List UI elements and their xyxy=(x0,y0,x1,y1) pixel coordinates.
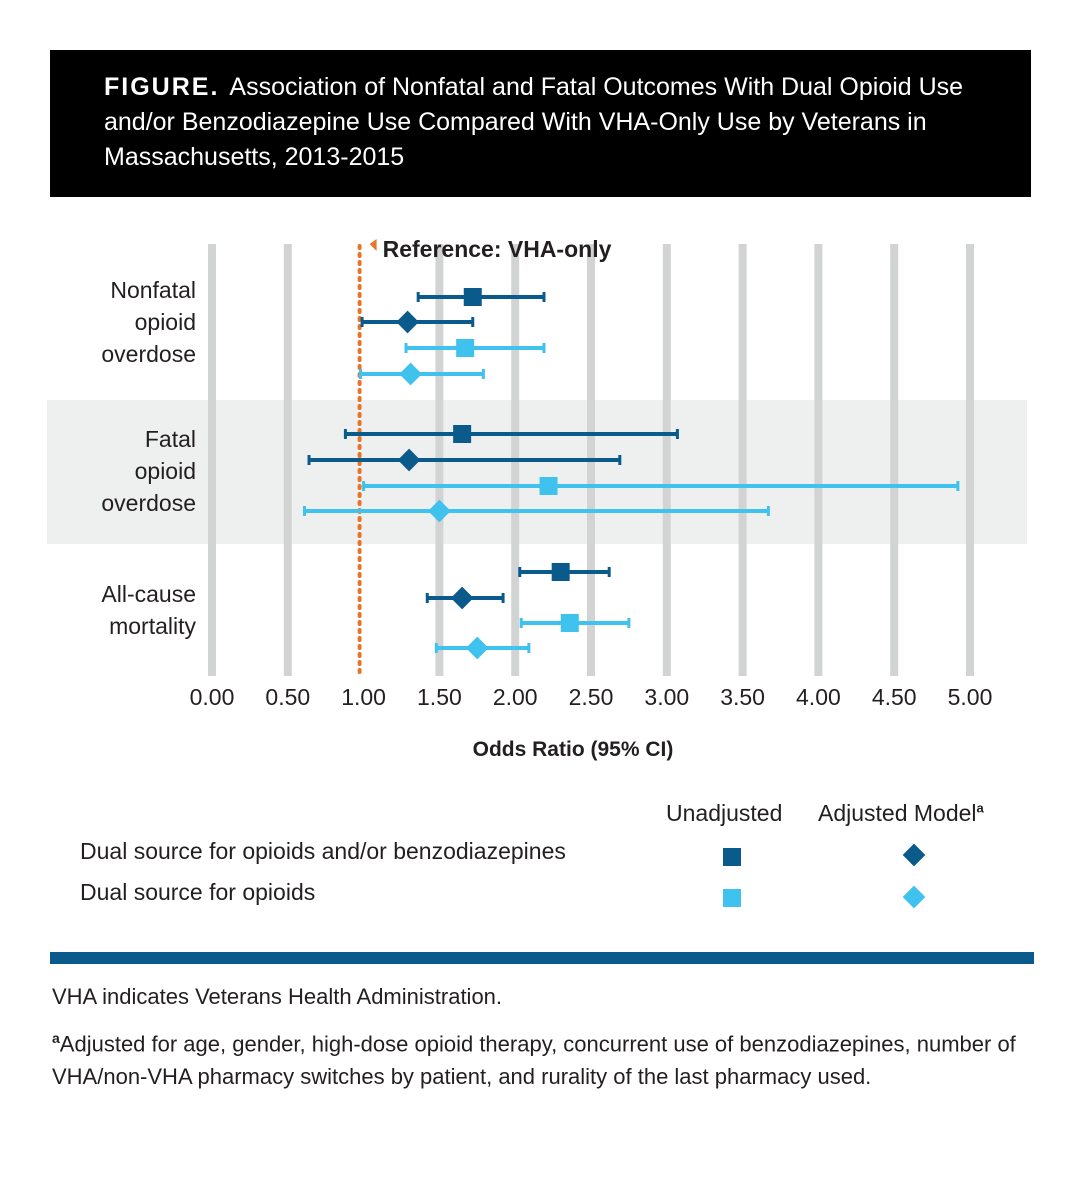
x-tick-label: 3.50 xyxy=(720,684,765,710)
x-tick-label: 5.00 xyxy=(948,684,993,710)
x-tick-label: 1.50 xyxy=(417,684,462,710)
group-label: overdose xyxy=(101,490,196,516)
footnote-a-wrap: aAdjusted for age, gender, high-dose opi… xyxy=(52,1022,1042,1093)
point-unadjusted xyxy=(463,288,482,306)
legend-marker-unadjusted-dark xyxy=(723,848,741,866)
legend-col-adjusted-wrap: Adjusted Modela xyxy=(818,800,984,827)
x-tick-label: 1.00 xyxy=(341,684,386,710)
point-adjusted xyxy=(397,448,421,472)
forest-plot: 0.00 0.50 1.00 1.50 2.00 2.50 3.00 3.50 4.00 4.50… xyxy=(47,236,1027,761)
point-unadjusted xyxy=(453,425,472,443)
footnote-abbrev: VHA indicates Veterans Health Administra… xyxy=(52,984,503,1009)
legend-col-adjusted: Adjusted Model xyxy=(818,800,977,826)
group-label: opioid xyxy=(135,309,196,335)
group-label: mortality xyxy=(109,613,196,639)
group-label: Nonfatal xyxy=(110,277,196,303)
reference-label: Reference: VHA-only xyxy=(383,236,612,262)
point-adjusted xyxy=(428,499,451,523)
x-tick-label: 2.50 xyxy=(569,684,614,710)
x-tick-label: 4.50 xyxy=(872,684,917,710)
x-tick-label: 2.00 xyxy=(493,684,538,710)
x-tick-label: 3.00 xyxy=(644,684,689,710)
point-unadjusted xyxy=(551,563,570,581)
figure-title-box: FIGURE. Association of Nonfatal and Fatal… xyxy=(50,50,1031,197)
legend-markers xyxy=(723,843,926,909)
point-unadjusted xyxy=(560,614,579,632)
figure-label: FIGURE. xyxy=(104,73,220,101)
point-adjusted xyxy=(465,636,489,660)
footnote-a-text: Adjusted for age, gender, high-dose opio… xyxy=(52,1031,1016,1090)
legend-marker-unadjusted-light xyxy=(723,889,741,907)
figure-title: Association of Nonfatal and Fatal Outcom… xyxy=(104,73,964,171)
legend-col-adjusted-sup: a xyxy=(976,800,984,816)
x-tick-label: 0.00 xyxy=(190,684,235,710)
legend-marker-adjusted-dark xyxy=(902,843,926,867)
legend-marker-adjusted-light xyxy=(902,885,926,909)
point-unadjusted xyxy=(539,477,558,495)
group-label: Fatal xyxy=(145,426,196,452)
point-adjusted xyxy=(396,310,419,334)
point-adjusted xyxy=(399,362,422,386)
footnote-a-mark: a xyxy=(52,1030,60,1046)
footer-rule xyxy=(50,952,1034,964)
legend-row-opioids: Dual source for opioids xyxy=(80,879,316,905)
x-axis-title: Odds Ratio (95% CI) xyxy=(473,738,674,761)
legend-row-opioids-benzo: Dual source for opioids and/or benzodiaz… xyxy=(80,838,566,864)
reference-arrow-icon xyxy=(369,239,377,251)
x-tick-label: 0.50 xyxy=(265,684,310,710)
x-tick-label: 4.00 xyxy=(796,684,841,710)
legend-col-unadjusted: Unadjusted xyxy=(666,800,783,826)
group-label: opioid xyxy=(135,458,196,484)
point-unadjusted xyxy=(456,339,475,357)
point-adjusted xyxy=(450,586,474,610)
group-label: overdose xyxy=(101,341,196,367)
group-label: All-cause xyxy=(101,581,196,607)
